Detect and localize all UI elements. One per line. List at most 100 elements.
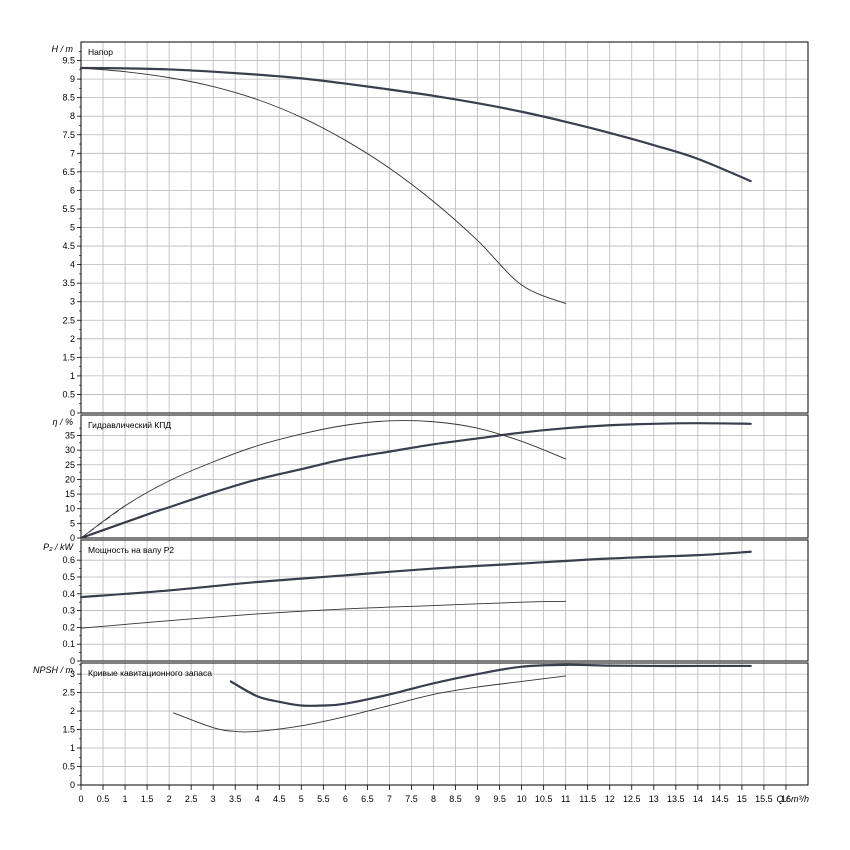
x-tick-label: 5: [299, 794, 304, 804]
curve-extrapolation-dashed: [80, 505, 126, 539]
y-tick-label: 1.5: [62, 725, 75, 735]
panel-1: 0 0.5 1 1.5 2 2.5 3 3.5 4 4.5 5 5.5 6 6.5 7 7.5 8 8.5 9 9.5…: [52, 41, 809, 418]
y-tick-label: 0.5: [62, 762, 75, 772]
y-tick-label: 0: [70, 656, 75, 666]
y-tick-label: 1.5: [62, 352, 75, 362]
panel-title: Напор: [88, 47, 113, 57]
y-tick-label: 0.6: [62, 555, 75, 565]
y-tick-label: 6.5: [62, 167, 75, 177]
y-tick-label: 4: [70, 260, 75, 270]
x-tick-label: 3: [211, 794, 216, 804]
y-axis-label: P₂ / kW: [43, 542, 74, 552]
panel-title: Кривые кавитационного запаса: [88, 668, 212, 678]
x-tick-label: 2: [167, 794, 172, 804]
x-tick-label: 1: [123, 794, 128, 804]
x-tick-label: 7: [387, 794, 392, 804]
panel-2: 0 5 10 15 20 25 30 35 η / % Гидравлический КПД: [52, 414, 809, 543]
x-tick-label: 11: [561, 794, 570, 804]
panel-frame: [80, 414, 809, 539]
x-tick-label: 6.5: [361, 794, 374, 804]
x-tick-label: 0.5: [97, 794, 110, 804]
y-tick-label: 10: [65, 504, 75, 514]
curve-thick-2: [79, 422, 752, 540]
panel-frame: [80, 662, 809, 786]
y-tick-label: 0.4: [62, 589, 75, 599]
x-tick-label: 10: [517, 794, 527, 804]
y-tick-label: 0.2: [62, 622, 75, 632]
y-tick-label: 0.3: [62, 606, 75, 616]
x-tick-label: 5.5: [317, 794, 330, 804]
x-tick-label: 10.5: [535, 794, 553, 804]
y-tick-label: 4.5: [62, 241, 75, 251]
x-tick-label: 4: [255, 794, 260, 804]
x-tick-label: 2.5: [185, 794, 198, 804]
x-tick-label: 9: [475, 794, 480, 804]
y-tick-label: 30: [65, 445, 75, 455]
y-tick-label: 0.5: [62, 389, 75, 399]
panel-frame: [80, 539, 809, 662]
y-tick-label: 3: [70, 669, 75, 679]
curve-thick-1: [79, 66, 752, 183]
x-tick-label: 15.5: [755, 794, 773, 804]
panel-3: 0 0.1 0.2 0.3 0.4 0.5 0.6 P₂ / kW Мощность на ва…: [43, 539, 809, 666]
y-tick-label: 5: [70, 223, 75, 233]
y-tick-label: 9.5: [62, 56, 75, 66]
x-tick-label: 12.5: [623, 794, 641, 804]
curve-thick-3: [79, 550, 752, 599]
y-tick-label: 0: [70, 408, 75, 418]
y-tick-label: 5.5: [62, 204, 75, 214]
y-tick-label: 7.5: [62, 130, 75, 140]
y-tick-label: 1: [70, 371, 75, 381]
y-tick-label: 2: [70, 334, 75, 344]
x-tick-label: 9.5: [493, 794, 506, 804]
y-tick-label: 25: [65, 460, 75, 470]
curve-extrapolation-dashed: [80, 514, 148, 539]
y-tick-label: 35: [65, 431, 75, 441]
y-tick-label: 6: [70, 185, 75, 195]
y-tick-label: 8.5: [62, 93, 75, 103]
x-tick-label: 7.5: [405, 794, 418, 804]
x-tick-label: 12: [605, 794, 615, 804]
x-tick-label: 6: [343, 794, 348, 804]
x-tick-label: 3.5: [229, 794, 242, 804]
y-tick-label: 5: [70, 518, 75, 528]
y-tick-label: 0: [70, 780, 75, 790]
y-tick-label: 8: [70, 111, 75, 121]
x-tick-label: 8.5: [449, 794, 462, 804]
curve-thick-4: [229, 663, 752, 707]
x-tick-label: 13: [649, 794, 659, 804]
x-axis-label: Q / m³/h: [776, 794, 809, 804]
y-tick-label: 0.1: [62, 639, 75, 649]
y-tick-label: 15: [65, 489, 75, 499]
y-axis-label: NPSH / m: [33, 665, 74, 675]
x-tick-label: 15: [737, 794, 747, 804]
y-tick-label: 7: [70, 148, 75, 158]
x-tick-label: 13.5: [667, 794, 685, 804]
curve-thin-3: [80, 600, 567, 629]
y-tick-label: 3: [70, 297, 75, 307]
y-tick-label: 3.5: [62, 278, 75, 288]
y-tick-label: 9: [70, 74, 75, 84]
y-tick-label: 2.5: [62, 315, 75, 325]
x-tick-label: 0: [78, 794, 83, 804]
x-tick-label: 14: [693, 794, 703, 804]
chart-panels: 0 0.5 1 1.5 2 2.5 3 3.5 4 4.5 5 5.5 6 6.5 7 7.5 8 8.5 9 9.5…: [33, 41, 809, 790]
panel-title: Гидравлический КПД: [88, 420, 171, 430]
x-tick-label: 4.5: [273, 794, 286, 804]
y-tick-label: 2.5: [62, 688, 75, 698]
curve-thin-2: [80, 420, 567, 539]
x-tick-label: 1.5: [141, 794, 154, 804]
x-tick-label: 8: [431, 794, 436, 804]
panel-title: Мощность на валу P2: [88, 545, 174, 555]
y-tick-label: 1: [70, 743, 75, 753]
y-axis-label: H / m: [52, 44, 74, 54]
x-tick-label: 16: [781, 794, 791, 804]
x-axis: 0 0.5 1 1.5 2 2.5 3 3.5 4 4.5 5 5.5 6 6.5 7 7.5 8 8.5 9 9.5…: [78, 785, 809, 804]
y-tick-label: 2: [70, 706, 75, 716]
x-tick-label: 14.5: [711, 794, 729, 804]
y-tick-label: 20: [65, 474, 75, 484]
y-tick-label: 0: [70, 533, 75, 543]
x-tick-label: 11.5: [579, 794, 596, 804]
